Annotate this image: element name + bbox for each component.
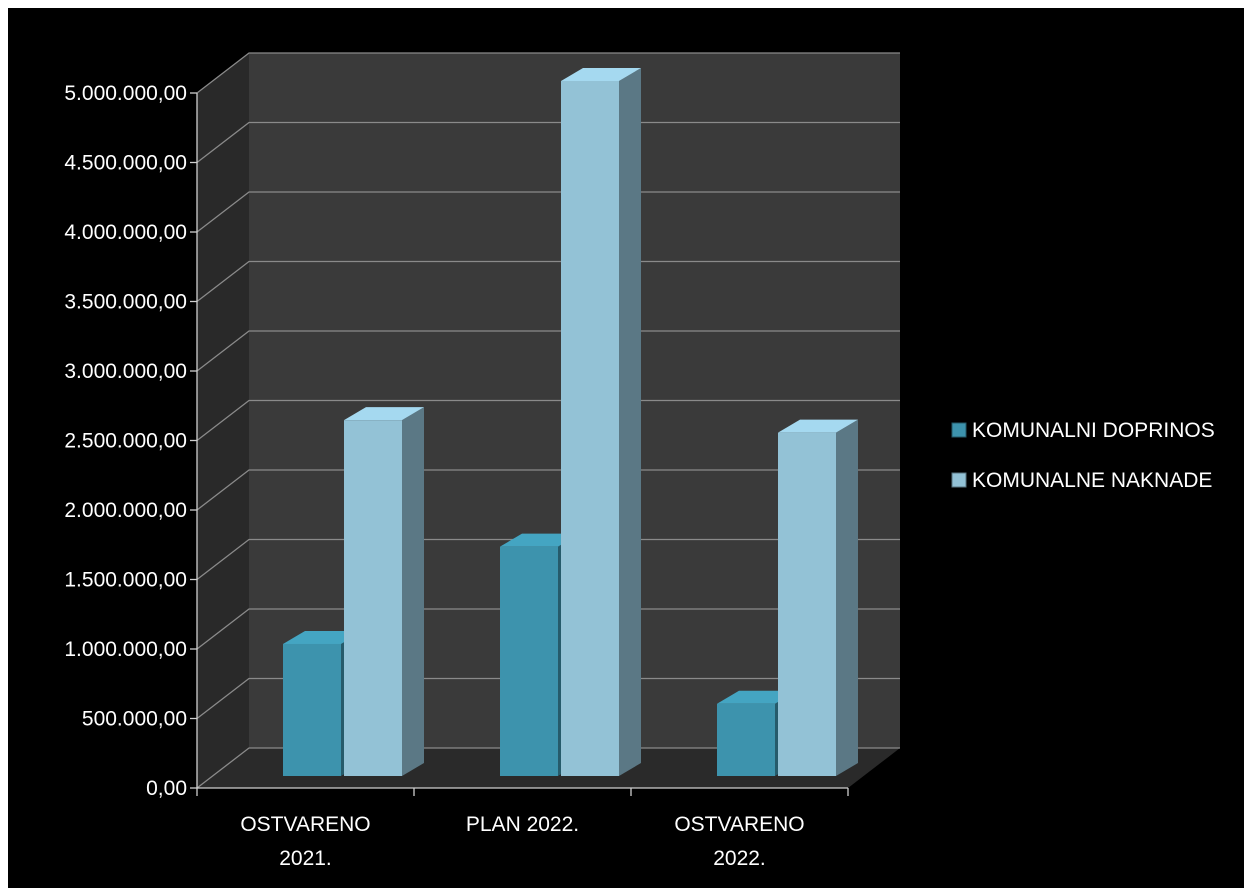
bar <box>561 81 619 776</box>
bar-top <box>561 68 641 81</box>
bar-top <box>283 630 363 644</box>
y-tick-label: 5.000.000,00 <box>64 82 187 105</box>
bar-top <box>717 690 797 704</box>
y-tick-label: 500.000,00 <box>82 708 187 731</box>
bar <box>283 643 341 776</box>
bar-top <box>500 533 580 547</box>
x-tick-label: PLAN 2022. <box>466 813 579 836</box>
gridline <box>196 191 900 233</box>
legend-swatch <box>951 472 967 488</box>
bar-top <box>778 419 858 433</box>
legend-label: KOMUNALNI DOPRINOS <box>972 419 1215 442</box>
gridline <box>196 52 900 94</box>
legend-swatch <box>951 422 967 438</box>
y-tick-label: 2.000.000,00 <box>64 499 187 522</box>
legend-label: KOMUNALNE NAKNADE <box>972 469 1212 492</box>
bar-side <box>619 68 641 776</box>
gridline <box>196 260 900 303</box>
y-tick-label: 3.500.000,00 <box>64 291 187 314</box>
gridline <box>196 608 900 650</box>
x-tick-label: OSTVARENO <box>674 813 804 836</box>
gridline <box>196 469 900 511</box>
bar-side <box>402 407 424 776</box>
x-tick-label: OSTVARENO <box>240 813 370 836</box>
bar <box>778 432 836 776</box>
gridline <box>196 747 900 789</box>
y-tick-label: 1.500.000,00 <box>64 569 187 592</box>
gridline <box>196 399 900 442</box>
bar <box>344 420 402 776</box>
gridline <box>196 677 900 720</box>
gridline <box>196 121 900 164</box>
gridline <box>196 330 900 372</box>
y-tick-label: 4.500.000,00 <box>64 152 187 175</box>
y-tick-label: 2.500.000,00 <box>64 430 187 453</box>
bar <box>500 546 558 776</box>
y-tick-label: 1.000.000,00 <box>64 638 187 661</box>
x-tick-label: 2022. <box>713 847 766 870</box>
bar <box>717 703 775 776</box>
y-tick-label: 3.000.000,00 <box>64 360 187 383</box>
bar-side <box>836 419 858 776</box>
gridline <box>196 538 900 581</box>
bar-top <box>344 407 424 421</box>
y-tick-label: 4.000.000,00 <box>64 221 187 244</box>
y-tick-label: 0,00 <box>146 777 187 800</box>
x-tick-label: 2021. <box>279 847 332 870</box>
